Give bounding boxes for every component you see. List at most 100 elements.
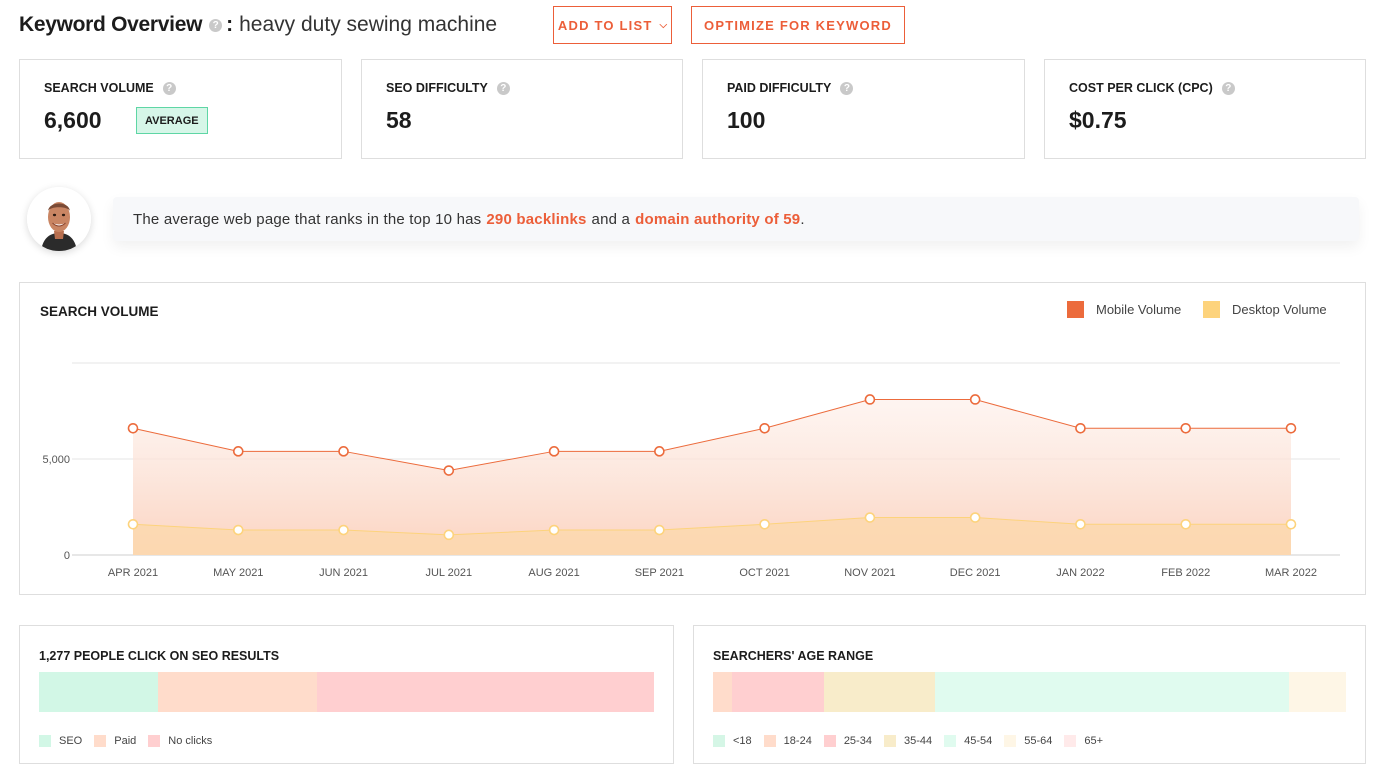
bar-segment [731, 672, 824, 712]
legend-swatch [944, 735, 957, 747]
legend-label-mobile: Mobile Volume [1096, 302, 1182, 317]
desktop-point [548, 524, 560, 536]
mobile-point [232, 446, 244, 457]
mobile-point [759, 422, 770, 434]
legend-swatch [883, 735, 896, 747]
legend-label: 55-64 [1024, 735, 1053, 747]
legend-item: 65+ [1064, 735, 1103, 747]
mobile-point [864, 394, 876, 405]
help-icon[interactable]: ? [496, 81, 510, 95]
tip-text-post: . [800, 210, 805, 228]
tip-text-mid: and a [591, 210, 631, 228]
legend-swatch [94, 735, 107, 747]
help-icon[interactable]: ? [209, 18, 223, 32]
tip-text-pre: The average web page that ranks in the t… [133, 210, 482, 228]
x-tick-label: MAY 2021 [213, 567, 263, 579]
x-tick-label: OCT 2021 [739, 567, 790, 579]
page-title: Keyword Overview [19, 13, 203, 36]
optimize-for-keyword-button[interactable]: OPTIMIZE FOR KEYWORD [691, 6, 905, 44]
legend-label: 25-34 [843, 735, 872, 747]
legend-swatch-desktop [1203, 301, 1220, 318]
help-icon[interactable]: ? [1221, 81, 1235, 95]
legend-label: Paid [114, 735, 137, 747]
cpc-card: COST PER CLICK (CPC)? $0.75 [1044, 59, 1366, 159]
legend-item: 55-64 [1004, 735, 1052, 747]
legend-item: <18 [713, 735, 752, 747]
desktop-point [232, 524, 244, 536]
x-tick-label: DEC 2021 [950, 567, 1001, 579]
age-range-panel: SEARCHERS' AGE RANGE <18 18-24 25-34 35-44 4… [693, 625, 1366, 764]
desktop-point [443, 529, 455, 541]
title-separator: : [226, 13, 234, 36]
mobile-point [1180, 422, 1192, 434]
y-tick-label: 5,000 [42, 454, 70, 466]
legend-item: 18-24 [763, 735, 812, 747]
legend-label: 18-24 [783, 735, 812, 747]
avatar [27, 187, 91, 251]
mobile-point [443, 465, 455, 476]
search-volume-card: SEARCH VOLUME? 6,600 AVERAGE [19, 59, 342, 159]
legend-label: 65+ [1084, 735, 1104, 747]
seo-clicks-panel: 1,277 PEOPLE CLICK ON SEO RESULTS SEO Pai… [19, 625, 674, 764]
bar-segment [713, 672, 732, 712]
paid-difficulty-card: PAID DIFFICULTY? 100 [702, 59, 1025, 159]
mobile-point [654, 446, 665, 457]
metric-label: COST PER CLICK (CPC)? [1069, 81, 1235, 95]
legend-swatch [823, 735, 836, 747]
x-tick-label: JUN 2021 [319, 567, 368, 579]
insight-tip: The average web page that ranks in the t… [113, 197, 1359, 241]
x-tick-label: JUL 2021 [425, 567, 472, 579]
bar-segment [157, 672, 317, 712]
legend-desktop[interactable]: Desktop Volume [1203, 301, 1327, 318]
help-icon[interactable]: ? [162, 81, 176, 95]
legend-item: No clicks [148, 735, 212, 747]
mobile-point [1285, 422, 1297, 434]
legend-item: 25-34 [823, 735, 872, 747]
x-tick-label: SEP 2021 [635, 567, 684, 579]
metric-value: 58 [386, 107, 412, 133]
desktop-point [759, 518, 770, 530]
seo-clicks-legend: SEO Paid No clicks [39, 735, 224, 747]
chart-canvas: 0 5,000 APR 2021 MAY 2021 JUN 2021 JUL 2021 AU… [42, 362, 1340, 579]
metric-label: SEARCH VOLUME? [44, 81, 176, 95]
legend-swatch [148, 735, 161, 747]
add-to-list-label: ADD TO LIST [557, 17, 653, 33]
x-tick-label: APR 2021 [108, 567, 158, 579]
seo-difficulty-card: SEO DIFFICULTY? 58 [361, 59, 683, 159]
legend-swatch [1064, 735, 1077, 747]
x-tick-label: FEB 2022 [1161, 567, 1210, 579]
panel-title: 1,277 PEOPLE CLICK ON SEO RESULTS [39, 649, 280, 663]
legend-mobile[interactable]: Mobile Volume [1067, 301, 1181, 318]
x-tick-label: JAN 2022 [1056, 567, 1104, 579]
legend-label: 35-44 [903, 735, 933, 747]
add-to-list-button[interactable]: ADD TO LIST ⌵ [553, 6, 672, 44]
desktop-area [133, 517, 1291, 555]
desktop-point [1285, 518, 1297, 530]
desktop-point [969, 512, 981, 523]
panel-title: SEARCHERS' AGE RANGE [713, 649, 874, 663]
desktop-point [1075, 518, 1086, 530]
mobile-point [548, 446, 560, 457]
metric-label: SEO DIFFICULTY? [386, 81, 510, 95]
seo-clicks-bar [39, 672, 654, 712]
legend-item: 35-44 [883, 735, 933, 747]
chevron-down-icon: ⌵ [659, 19, 668, 31]
metric-value: 6,600 [44, 107, 102, 133]
mobile-point [338, 446, 349, 457]
mobile-point [1075, 422, 1086, 434]
x-tick-label: MAR 2022 [1265, 567, 1317, 579]
help-icon[interactable]: ? [840, 81, 854, 95]
tip-domain-authority: domain authority of 59 [635, 210, 801, 228]
bar-segment [316, 672, 654, 712]
search-volume-chart: 0 5,000 APR 2021 MAY 2021 JUN 2021 JUL 2021 AU… [19, 282, 1366, 595]
desktop-point [1180, 518, 1192, 530]
metric-value: 100 [727, 107, 766, 133]
legend-label: No clicks [168, 735, 213, 747]
desktop-point [654, 524, 665, 536]
legend-item: 45-54 [944, 735, 992, 747]
legend-item: SEO [39, 735, 82, 747]
legend-label: SEO [59, 735, 83, 747]
legend-label-desktop: Desktop Volume [1232, 302, 1327, 317]
desktop-line [132, 517, 1291, 536]
desktop-point [127, 518, 139, 530]
